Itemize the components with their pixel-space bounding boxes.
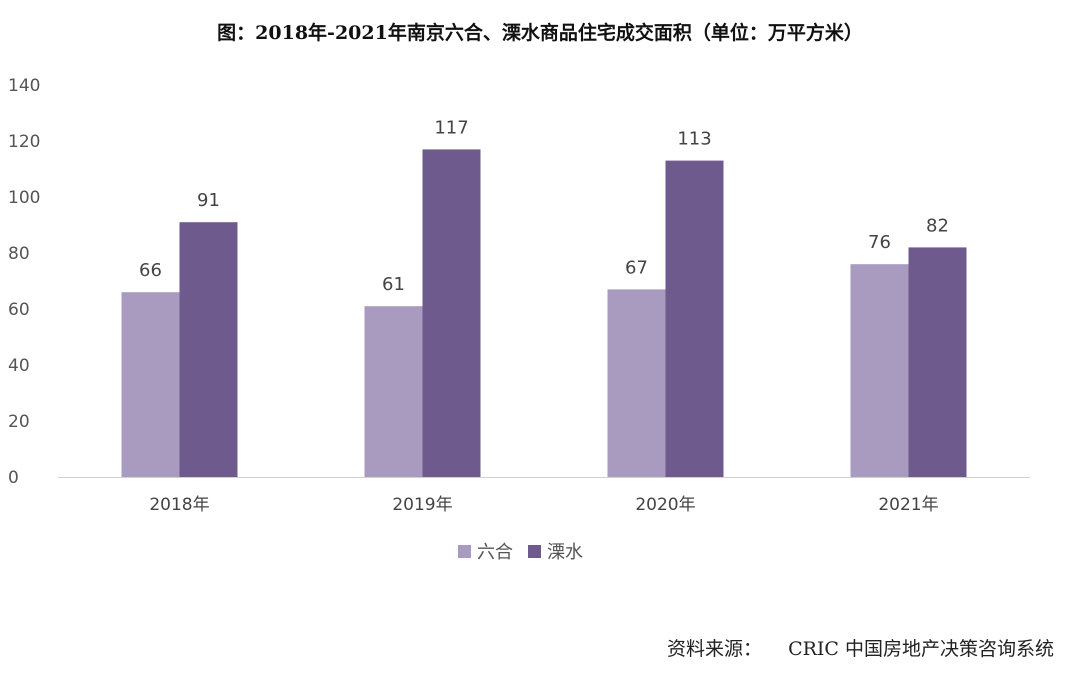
chart-title: 图：2018年-2021年南京六合、溧水商品住宅成交面积（单位：万平方米） (217, 22, 863, 44)
legend-label: 六合 (477, 542, 513, 563)
bar-六合 (607, 289, 666, 477)
bar-溧水 (422, 149, 481, 477)
data-label: 67 (625, 257, 648, 278)
bar-chart: 0 20 40 60 80 100 120 140 66 91 2018年 61 117 2019年 67 1… (8, 76, 1030, 563)
x-tick-label: 2019年 (392, 495, 452, 515)
legend-swatch (458, 545, 471, 558)
y-tick-label: 80 (8, 244, 30, 264)
data-label: 66 (139, 260, 162, 281)
bar-六合 (364, 306, 423, 477)
bar-六合 (850, 264, 909, 477)
bar-溧水 (179, 222, 238, 477)
data-label: 113 (677, 129, 711, 150)
source-note: 资料来源： CRIC 中国房地产决策咨询系统 (641, 634, 1054, 661)
bar-溧水 (665, 160, 724, 477)
data-label: 117 (434, 117, 468, 138)
y-tick-label: 140 (8, 76, 40, 96)
source-text: CRIC 中国房地产决策咨询系统 (788, 638, 1054, 660)
legend-swatch (528, 545, 541, 558)
data-label: 82 (926, 215, 949, 236)
source-label: 资料来源： (667, 638, 763, 660)
y-tick-label: 60 (8, 300, 30, 320)
data-label: 76 (868, 232, 891, 253)
y-tick-label: 120 (8, 132, 40, 152)
data-label: 91 (197, 190, 220, 211)
bar-六合 (121, 292, 180, 477)
data-label: 61 (382, 274, 405, 295)
y-tick-label: 40 (8, 356, 30, 376)
bar-溧水 (908, 247, 967, 477)
y-tick-label: 100 (8, 188, 40, 208)
x-tick-label: 2020年 (635, 495, 695, 515)
x-tick-label: 2018年 (149, 495, 209, 515)
x-tick-label: 2021年 (878, 495, 938, 515)
legend-label: 溧水 (547, 542, 583, 563)
y-tick-label: 20 (8, 412, 30, 432)
y-tick-label: 0 (8, 468, 19, 488)
